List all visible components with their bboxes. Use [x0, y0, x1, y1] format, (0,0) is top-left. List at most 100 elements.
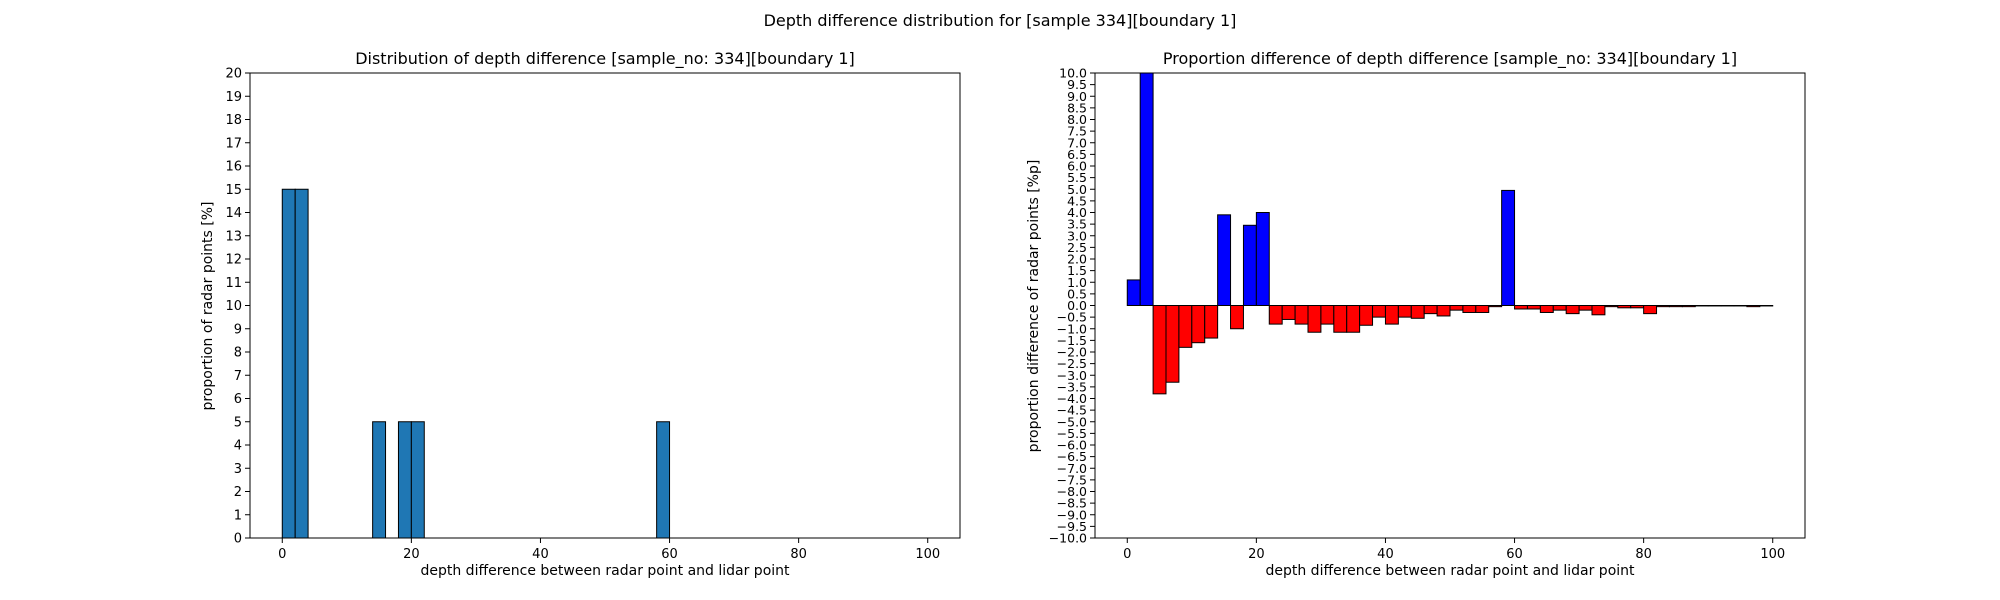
proportion-difference-chart-y-tick-label-3: −8.5	[1057, 496, 1087, 511]
distribution-chart-y-tick-label-16: 16	[225, 160, 242, 175]
proportion-difference-chart-bar-20	[1384, 305, 1399, 325]
proportion-difference-chart-bar-22	[1410, 305, 1425, 319]
proportion-difference-chart-y-tick-label-2: −9.0	[1057, 507, 1087, 522]
distribution-chart-y-tick-label-0: 0	[234, 532, 242, 547]
proportion-difference-chart-bar-27	[1475, 305, 1490, 313]
proportion-difference-chart-bar-33	[1552, 305, 1567, 311]
distribution-chart-y-tick-label-4: 4	[234, 439, 242, 454]
proportion-difference-chart-bar-11	[1268, 305, 1283, 325]
proportion-difference-chart-bar-3	[1165, 305, 1180, 383]
distribution-chart-x-tick-label-0: 0	[278, 547, 286, 562]
proportion-difference-chart-bar-40	[1643, 305, 1658, 315]
distribution-chart-y-tick-label-19: 19	[225, 90, 242, 105]
proportion-difference-chart-y-tick-label-4: −8.0	[1057, 484, 1087, 499]
proportion-difference-chart-x-tick-label-4: 80	[1635, 547, 1652, 562]
proportion-difference-chart-y-tick-label-34: 7.0	[1067, 135, 1087, 150]
proportion-difference-chart-y-tick-label-14: −3.0	[1057, 368, 1087, 383]
distribution-chart-y-tick-label-13: 13	[225, 229, 242, 244]
proportion-difference-chart-y-tick-label-7: −6.5	[1057, 449, 1087, 464]
proportion-difference-chart-x-tick-label-2: 40	[1377, 547, 1394, 562]
distribution-chart-xlabel: depth difference between radar point and…	[420, 563, 790, 579]
proportion-difference-chart-bar-5	[1191, 305, 1206, 344]
proportion-difference-chart-y-tick-label-17: −1.5	[1057, 333, 1087, 348]
proportion-difference-chart-y-tick-label-37: 8.5	[1067, 100, 1087, 115]
proportion-difference-chart-bar-24	[1436, 305, 1451, 317]
distribution-chart-x-tick-label-3: 60	[661, 547, 678, 562]
distribution-chart-y-tick-label-7: 7	[234, 369, 242, 384]
distribution-chart-y-tick-label-20: 20	[225, 67, 242, 82]
proportion-difference-chart-bar-8	[1230, 305, 1244, 330]
proportion-difference-chart-x-tick-label-1: 20	[1248, 547, 1265, 562]
proportion-difference-chart-bar-31	[1526, 305, 1541, 310]
proportion-difference-chart-y-tick-label-6: −7.0	[1057, 461, 1087, 476]
distribution-chart-x-tick-label-5: 100	[915, 547, 940, 562]
proportion-difference-chart-bar-42	[1668, 305, 1683, 308]
proportion-difference-chart: Proportion difference of depth differenc…	[1026, 49, 1806, 579]
proportion-difference-chart-bar-7	[1217, 214, 1232, 306]
proportion-difference-chart-y-tick-label-26: 3.0	[1067, 228, 1087, 243]
proportion-difference-chart-bar-32	[1539, 305, 1554, 313]
proportion-difference-chart-bar-21	[1397, 305, 1412, 318]
proportion-difference-chart-bar-4	[1178, 305, 1193, 348]
proportion-difference-chart-bar-30	[1514, 305, 1528, 310]
distribution-chart-bar-4	[410, 421, 425, 539]
proportion-difference-chart-bar-12	[1281, 305, 1296, 320]
proportion-difference-chart-bar-43	[1681, 305, 1696, 308]
distribution-chart: Distribution of depth difference [sample…	[200, 49, 961, 579]
distribution-chart-y-tick-label-9: 9	[234, 322, 242, 337]
proportion-difference-chart-bar-0	[1126, 279, 1141, 306]
proportion-difference-chart-bar-25	[1449, 305, 1464, 311]
figure-suptitle: Depth difference distribution for [sampl…	[764, 11, 1237, 30]
proportion-difference-chart-y-tick-label-19: −0.5	[1057, 310, 1087, 325]
proportion-difference-chart-y-tick-label-10: −5.0	[1057, 414, 1087, 429]
proportion-difference-chart-y-tick-label-32: 6.0	[1067, 159, 1087, 174]
proportion-difference-chart-bar-17	[1346, 305, 1361, 333]
distribution-chart-y-tick-label-1: 1	[234, 508, 242, 523]
proportion-difference-chart-bar-28	[1488, 305, 1503, 308]
proportion-difference-chart-y-tick-label-40: 10.0	[1059, 66, 1087, 81]
proportion-difference-chart-y-tick-label-13: −3.5	[1057, 379, 1087, 394]
proportion-difference-chart-y-tick-label-20: 0.0	[1067, 298, 1087, 313]
proportion-difference-chart-y-tick-label-39: 9.5	[1067, 77, 1087, 92]
distribution-chart-y-tick-label-10: 10	[225, 299, 242, 314]
distribution-chart-y-tick-label-11: 11	[225, 276, 242, 291]
proportion-difference-chart-bar-37	[1604, 305, 1619, 308]
proportion-difference-chart-bar-41	[1656, 305, 1670, 308]
proportion-difference-chart-y-tick-label-33: 6.5	[1067, 147, 1087, 162]
distribution-chart-y-tick-label-3: 3	[234, 462, 242, 477]
proportion-difference-chart-y-tick-label-16: −2.0	[1057, 345, 1087, 360]
proportion-difference-chart-bar-14	[1307, 305, 1322, 333]
proportion-difference-chart-bar-26	[1462, 305, 1477, 313]
distribution-chart-x-tick-label-1: 20	[403, 547, 420, 562]
proportion-difference-chart-y-tick-label-36: 8.0	[1067, 112, 1087, 127]
distribution-chart-y-tick-label-18: 18	[225, 113, 242, 128]
proportion-difference-chart-bar-18	[1359, 305, 1374, 326]
distribution-chart-bar-0	[281, 188, 296, 539]
distribution-chart-y-tick-label-12: 12	[225, 253, 242, 268]
proportion-difference-chart-bar-2	[1152, 305, 1167, 395]
proportion-difference-chart-bar-29	[1501, 189, 1516, 307]
proportion-difference-chart-y-tick-label-28: 4.0	[1067, 205, 1087, 220]
distribution-chart-y-tick-label-8: 8	[234, 346, 242, 361]
proportion-difference-chart-bar-15	[1320, 305, 1335, 325]
distribution-chart-y-tick-label-15: 15	[225, 183, 242, 198]
proportion-difference-chart-bar-35	[1578, 305, 1593, 311]
proportion-difference-chart-y-tick-label-0: −10.0	[1049, 531, 1087, 546]
distribution-chart-y-tick-label-17: 17	[225, 136, 242, 151]
proportion-difference-chart-bar-48	[1746, 305, 1761, 308]
proportion-difference-chart-y-tick-label-15: −2.5	[1057, 356, 1087, 371]
distribution-chart-y-tick-label-5: 5	[234, 415, 242, 430]
distribution-chart-axes-frame	[249, 72, 961, 539]
proportion-difference-chart-marks: 0 20 40 60 80 100 −10.0−9.5−9.0−8.5−8.0−7.5−7.…	[1049, 66, 1806, 562]
proportion-difference-chart-bar-38	[1617, 305, 1632, 309]
distribution-chart-x-tick-label-4: 80	[790, 547, 807, 562]
distribution-chart-title: Distribution of depth difference [sample…	[355, 49, 855, 69]
proportion-difference-chart-bar-10	[1255, 212, 1270, 306]
proportion-difference-chart-y-tick-label-23: 1.5	[1067, 263, 1087, 278]
proportion-difference-chart-bar-13	[1294, 305, 1309, 325]
proportion-difference-chart-y-tick-label-24: 2.0	[1067, 252, 1087, 267]
proportion-difference-chart-bar-1	[1139, 72, 1154, 306]
distribution-chart-marks: 0 20 40 60 80 1000123456789101112131415161718…	[225, 67, 961, 562]
proportion-difference-chart-y-tick-label-11: −4.5	[1057, 403, 1087, 418]
